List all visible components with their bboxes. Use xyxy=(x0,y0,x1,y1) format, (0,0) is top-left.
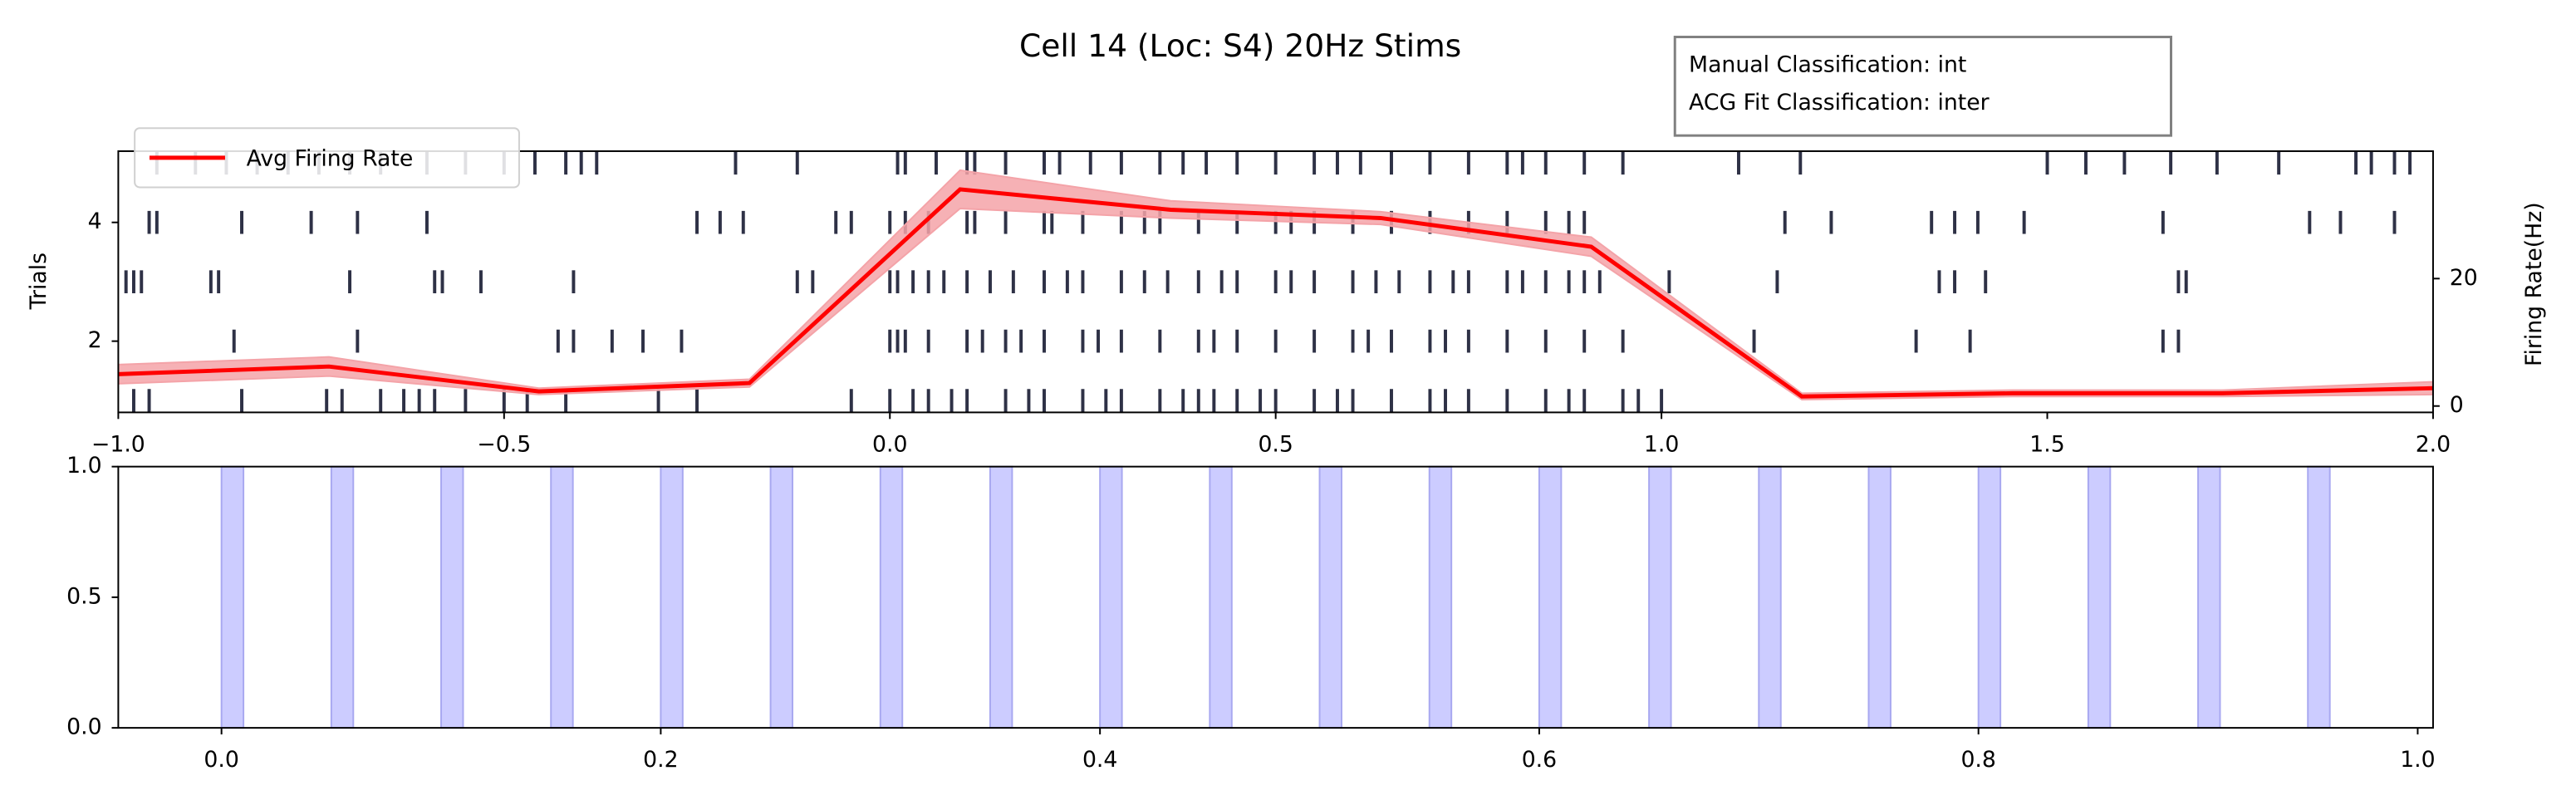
stim-span xyxy=(1977,465,2002,729)
stim-span xyxy=(1099,465,1123,729)
x-tick-label: −0.5 xyxy=(477,431,531,457)
y-tick-label: 0 xyxy=(2450,392,2464,418)
stim-span xyxy=(1318,465,1342,729)
axes-frame xyxy=(117,465,2434,729)
x-tick-label: 0.0 xyxy=(204,747,238,773)
stim-span xyxy=(1758,465,1782,729)
y-tick-label: 0.5 xyxy=(66,583,101,609)
x-tick-label: 1.5 xyxy=(2029,431,2064,457)
stim-span xyxy=(330,465,355,729)
x-tick-label: 0.5 xyxy=(1258,431,1293,457)
line xyxy=(118,187,2433,399)
chart-title: Cell 14 (Loc: S4) 20Hz Stims xyxy=(1019,27,1461,64)
y2-axis-label: Firing Rate(Hz) xyxy=(2521,202,2547,366)
stim-span xyxy=(769,465,794,729)
annotation: Manual Classification: int xyxy=(1689,52,1966,78)
stim-span xyxy=(879,465,904,729)
legend-box xyxy=(134,127,520,189)
x-tick-label: 0.2 xyxy=(643,747,678,773)
stim-span xyxy=(1648,465,1672,729)
stim-span xyxy=(1867,465,1892,729)
x-tick-label: −1.0 xyxy=(91,431,145,457)
stim-span xyxy=(550,465,574,729)
y-tick-label: 2 xyxy=(88,327,102,353)
x-tick-label: 0.0 xyxy=(872,431,907,457)
x-tick-label: 0.4 xyxy=(1082,747,1117,773)
annotation-box xyxy=(1673,36,2172,137)
annotation: ACG Fit Classification: inter xyxy=(1689,90,1990,115)
stim-span xyxy=(660,465,684,729)
y-tick-label: 4 xyxy=(88,209,102,234)
y-tick-label: 20 xyxy=(2450,265,2478,291)
plot-area xyxy=(118,151,2433,412)
x-tick-label: 1.0 xyxy=(1644,431,1679,457)
stim-span xyxy=(1209,465,1233,729)
x-tick-label: 0.6 xyxy=(1522,747,1557,773)
stim-span xyxy=(1428,465,1453,729)
stim-span xyxy=(2307,465,2331,729)
stim-span xyxy=(1538,465,1563,729)
error-band xyxy=(118,169,2433,401)
x-tick-label: 1.0 xyxy=(2400,747,2435,773)
y-tick-label: 0.0 xyxy=(66,714,101,740)
stim-span xyxy=(2197,465,2221,729)
legend-label: Avg Firing Rate xyxy=(247,145,414,171)
x-tick-label: 2.0 xyxy=(2416,431,2451,457)
stim-span xyxy=(220,465,245,729)
stim-span xyxy=(440,465,464,729)
x-tick-label: 0.8 xyxy=(1960,747,1995,773)
stim-span xyxy=(2087,465,2112,729)
y-tick-label: 1.0 xyxy=(66,453,101,479)
stim-span xyxy=(989,465,1013,729)
y-axis-label: Trials xyxy=(26,253,52,310)
